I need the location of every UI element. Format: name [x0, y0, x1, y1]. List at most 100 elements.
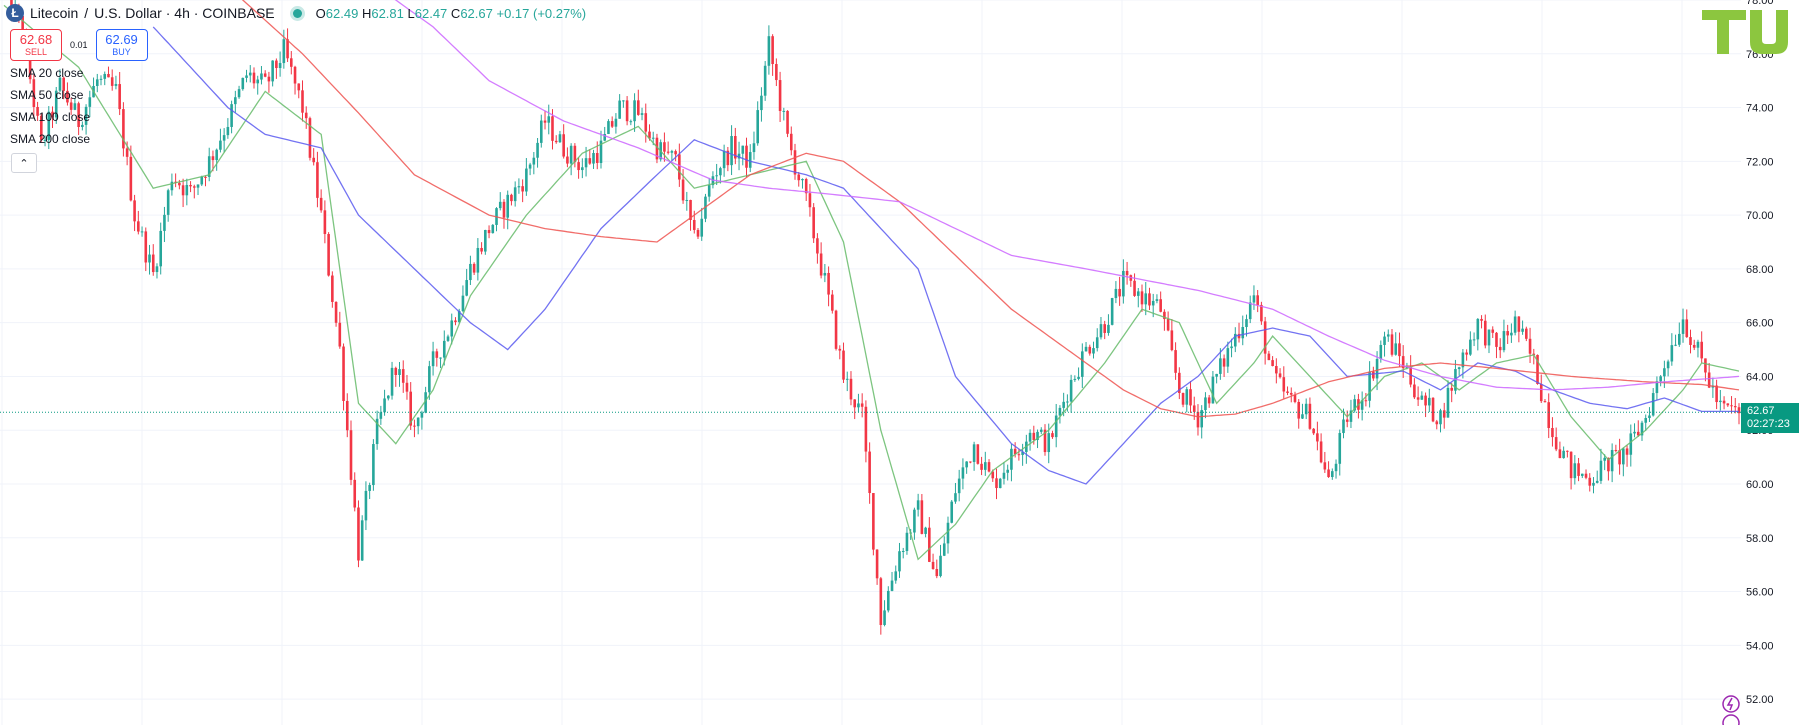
candle-body	[1539, 384, 1543, 402]
candle-body	[1364, 400, 1368, 402]
candle-body	[1696, 341, 1700, 348]
collapse-indicators-button[interactable]: ⌃	[11, 153, 37, 173]
grid-lines	[0, 0, 1741, 725]
symbol-name[interactable]: Litecoin	[30, 5, 79, 21]
candle-body	[416, 417, 420, 427]
candle-body	[607, 121, 610, 134]
candle-body	[849, 378, 853, 400]
candle-body	[345, 400, 349, 431]
candle-body	[375, 418, 379, 445]
candle-body	[413, 425, 416, 427]
candle-body	[1278, 373, 1282, 378]
candle-body	[1028, 432, 1032, 442]
candle-body	[1655, 381, 1659, 394]
candle-body	[81, 124, 84, 128]
candle-body	[1103, 324, 1106, 333]
indicator-sma100[interactable]: SMA 100 close	[10, 110, 91, 124]
candle-body	[603, 133, 607, 141]
candle-body	[1707, 372, 1711, 388]
candle-body	[1405, 366, 1409, 369]
candle-body	[767, 36, 771, 66]
candle-body	[1726, 403, 1730, 406]
candle-body	[629, 121, 633, 123]
symbol-separator: /	[84, 5, 89, 21]
candle-body	[36, 106, 39, 116]
candle-body	[972, 444, 976, 462]
candle-body	[1181, 393, 1185, 405]
candle-body	[618, 100, 621, 119]
sell-button[interactable]: 62.68 SELL	[10, 29, 62, 61]
candle-body	[771, 36, 774, 65]
buy-button[interactable]: 62.69 BUY	[95, 29, 148, 61]
high-value: 62.81	[371, 5, 404, 21]
candle-body	[700, 218, 704, 237]
spread-value: 0.01	[70, 40, 88, 50]
candle-body	[1360, 400, 1364, 410]
candle-body	[819, 253, 823, 276]
candle-body	[1267, 353, 1271, 361]
candle-body	[133, 200, 136, 222]
candle-body	[1580, 473, 1584, 476]
candle-body	[640, 113, 644, 115]
price-axis[interactable]: 78.0076.0074.0072.0070.0068.0066.0064.00…	[1746, 0, 1774, 706]
candle-body	[241, 77, 245, 90]
candle-body	[234, 97, 237, 105]
candle-body	[103, 73, 107, 79]
candle-body	[536, 142, 539, 158]
candle-body	[965, 461, 968, 468]
candle-body	[655, 137, 659, 160]
candle-body	[323, 210, 327, 235]
candle-body	[480, 247, 483, 252]
candle-body	[1465, 352, 1468, 355]
sma20-line	[3, 4, 1740, 561]
candle-body	[1327, 469, 1330, 478]
candle-body	[1469, 339, 1472, 355]
candle-body	[1525, 328, 1528, 339]
candle-body	[32, 79, 36, 107]
symbol-details[interactable]: U.S. Dollar · 4h · COINBASE	[94, 5, 275, 21]
candle-body	[1663, 368, 1666, 377]
candle-body	[1349, 410, 1353, 422]
indicator-sma20[interactable]: SMA 20 close	[10, 66, 84, 80]
candle-body	[890, 580, 894, 591]
sma200-line	[394, 0, 1740, 391]
candle-body	[748, 152, 752, 168]
candle-body	[54, 90, 58, 118]
lightning-icon[interactable]	[1722, 695, 1740, 713]
candle-body	[1420, 395, 1424, 400]
candle-body	[1528, 338, 1532, 354]
candle-body	[1166, 319, 1170, 331]
alert-icons[interactable]	[1722, 695, 1740, 725]
candle-body	[1185, 389, 1189, 405]
candle-body	[696, 229, 700, 237]
candle-body	[610, 121, 614, 127]
calendar-icon[interactable]	[1722, 714, 1740, 725]
candle-body	[1629, 433, 1633, 455]
change-value: +0.17 (+0.27%)	[496, 5, 587, 21]
candle-body	[263, 73, 267, 77]
candle-body	[21, 16, 24, 39]
indicator-sma50[interactable]: SMA 50 close	[10, 88, 84, 102]
candle-body	[1144, 293, 1148, 305]
market-open-icon	[292, 8, 302, 18]
candle-body	[1032, 432, 1036, 441]
indicator-sma200[interactable]: SMA 200 close	[10, 132, 91, 146]
sma100-line	[241, 0, 1740, 418]
chart-header: Ł Litecoin / U.S. Dollar · 4h · COINBASE…	[0, 0, 586, 26]
price-tick-label: 56.00	[1746, 587, 1774, 599]
candle-body	[1331, 471, 1334, 478]
candle-body	[360, 520, 364, 561]
candle-body	[1159, 299, 1162, 312]
candle-body	[1592, 482, 1595, 486]
candle-body	[1252, 295, 1256, 303]
candle-body	[1077, 376, 1080, 379]
buy-label: BUY	[112, 47, 131, 57]
candle-body	[271, 60, 274, 82]
candle-body	[58, 77, 62, 91]
candle-body	[1390, 334, 1394, 355]
candle-body	[192, 186, 196, 188]
candle-body	[1233, 333, 1237, 347]
candle-body	[319, 197, 323, 211]
candle-body	[987, 462, 991, 472]
